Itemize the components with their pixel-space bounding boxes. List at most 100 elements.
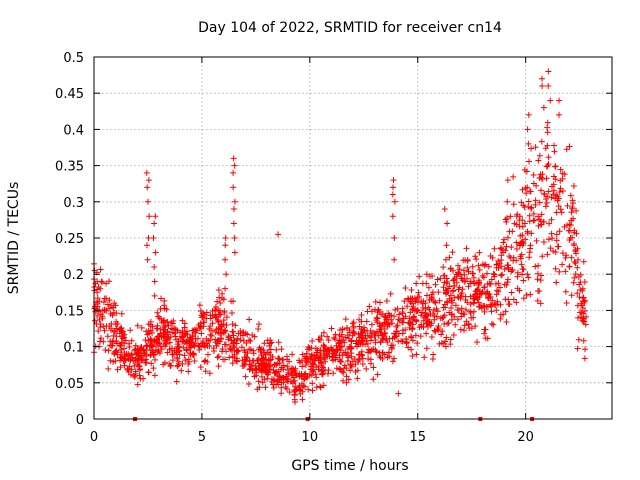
data-point xyxy=(246,366,253,373)
data-point xyxy=(359,360,366,367)
data-point xyxy=(492,280,499,287)
data-point xyxy=(101,306,108,313)
axis-ticks xyxy=(93,56,612,420)
x-tick-label: 5 xyxy=(198,430,206,445)
data-point xyxy=(522,236,529,243)
data-point xyxy=(275,231,282,238)
data-point xyxy=(463,245,470,252)
data-point xyxy=(425,304,432,311)
data-point xyxy=(520,295,527,302)
data-point xyxy=(549,235,556,242)
data-point xyxy=(207,337,214,344)
data-point xyxy=(545,188,552,195)
data-point xyxy=(481,302,488,309)
data-point xyxy=(524,126,531,133)
data-point xyxy=(237,337,244,344)
data-point xyxy=(509,266,516,273)
data-point xyxy=(445,319,452,326)
data-point xyxy=(146,213,153,220)
data-point xyxy=(412,332,419,339)
data-point xyxy=(99,279,106,286)
data-point xyxy=(143,169,150,176)
data-point xyxy=(548,216,555,223)
data-point xyxy=(472,253,479,260)
data-point xyxy=(253,367,260,374)
data-point xyxy=(121,340,128,347)
data-point xyxy=(134,322,141,329)
data-point xyxy=(521,220,528,227)
data-point xyxy=(112,358,119,365)
data-point xyxy=(553,279,560,286)
data-point xyxy=(103,323,110,330)
data-point xyxy=(148,360,155,367)
data-point xyxy=(443,275,450,282)
data-point xyxy=(299,363,306,370)
data-point xyxy=(381,351,388,358)
data-point xyxy=(202,357,209,364)
data-point xyxy=(504,215,511,222)
y-tick-label: 0.25 xyxy=(55,232,84,247)
data-point xyxy=(359,355,366,362)
data-point xyxy=(189,339,196,346)
data-point xyxy=(309,387,316,394)
data-point xyxy=(438,339,445,346)
data-point xyxy=(219,323,226,330)
data-point xyxy=(458,293,465,300)
data-point xyxy=(336,337,343,344)
data-point xyxy=(118,346,125,353)
data-point xyxy=(553,231,560,238)
data-point xyxy=(285,367,292,374)
data-point xyxy=(320,382,327,389)
data-point xyxy=(494,298,501,305)
data-point xyxy=(119,335,126,342)
data-point xyxy=(454,316,461,323)
y-tick-label: 0.45 xyxy=(55,87,84,102)
data-point xyxy=(463,306,470,313)
data-point xyxy=(484,270,491,277)
data-point xyxy=(166,360,173,367)
data-point xyxy=(112,321,119,328)
data-point xyxy=(526,218,533,225)
data-point xyxy=(539,253,546,260)
data-point xyxy=(423,330,430,337)
data-point xyxy=(440,284,447,291)
data-point xyxy=(117,342,124,349)
data-point xyxy=(367,360,374,367)
data-point xyxy=(556,97,563,104)
data-point xyxy=(544,251,551,258)
data-point xyxy=(142,360,149,367)
data-point xyxy=(349,320,356,327)
data-point xyxy=(309,361,316,368)
data-point xyxy=(552,176,559,183)
data-point xyxy=(385,320,392,327)
data-point xyxy=(262,384,269,391)
data-point xyxy=(545,236,552,243)
data-point xyxy=(532,263,539,270)
data-point xyxy=(555,203,562,210)
data-point xyxy=(95,328,102,335)
data-point xyxy=(574,290,581,297)
y-tick-label: 0.5 xyxy=(63,51,84,66)
data-point xyxy=(340,377,347,384)
data-point xyxy=(468,314,475,321)
data-point xyxy=(481,262,488,269)
data-point xyxy=(354,343,361,350)
data-point xyxy=(160,319,167,326)
data-point xyxy=(102,347,109,354)
data-point xyxy=(278,346,285,353)
data-point xyxy=(319,370,326,377)
data-point xyxy=(231,344,238,351)
data-point xyxy=(576,294,583,301)
data-point xyxy=(434,326,441,333)
data-point xyxy=(386,335,393,342)
data-point xyxy=(144,331,151,338)
data-point xyxy=(168,347,175,354)
data-point xyxy=(337,347,344,354)
data-point xyxy=(579,302,586,309)
data-point xyxy=(354,375,361,382)
data-point xyxy=(215,363,222,370)
data-point xyxy=(559,261,566,268)
data-point xyxy=(525,198,532,205)
data-point xyxy=(429,272,436,279)
data-point xyxy=(174,343,181,350)
